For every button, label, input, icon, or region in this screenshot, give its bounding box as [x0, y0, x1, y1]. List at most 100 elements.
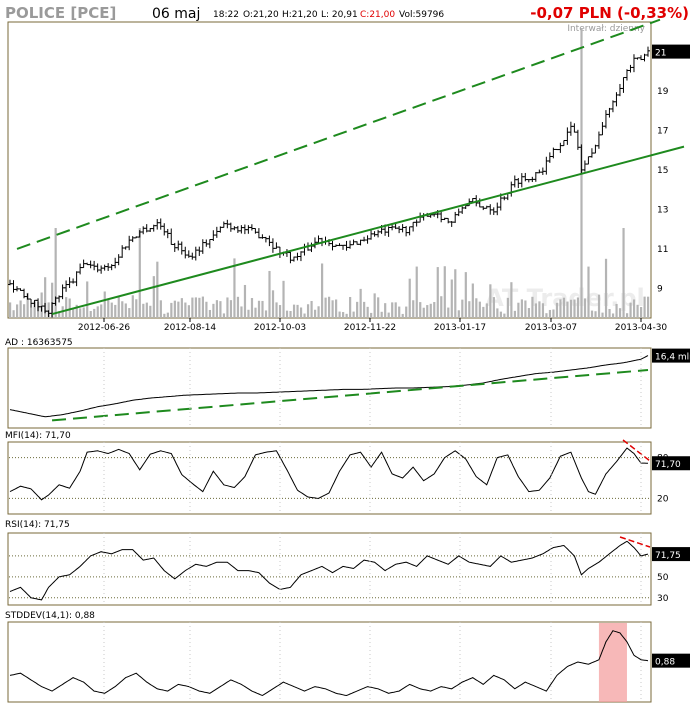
stddev-line: [9, 630, 649, 697]
volume-bar: [517, 302, 520, 318]
volume-bar: [219, 301, 222, 318]
volume-bar: [247, 309, 250, 318]
volume-bar: [457, 310, 460, 318]
volume-bar: [611, 313, 615, 318]
volume-bar: [68, 298, 71, 318]
volume-bar: [138, 228, 141, 318]
volume-bar: [506, 297, 509, 318]
mfi-line: [9, 447, 648, 501]
session-date: 06 maj: [152, 6, 200, 22]
volume-bar: [243, 284, 247, 318]
volume-bar: [520, 299, 524, 318]
volume-bar: [475, 298, 478, 318]
volume-bar: [380, 311, 383, 318]
support-trendline: [51, 145, 685, 316]
rsi-last-value-box: [652, 547, 690, 562]
volume-bar: [569, 299, 573, 318]
mfi-divergence-line: [622, 439, 651, 462]
volume-bar: [464, 272, 467, 318]
volume-bar: [366, 306, 369, 318]
stddev-last-value: 0,88: [655, 658, 675, 668]
volume-bar: [541, 303, 545, 318]
volume-bar: [30, 307, 33, 318]
volume-bar: [33, 301, 36, 318]
volume-bar: [240, 306, 243, 318]
volume-bar: [363, 301, 366, 318]
volume-bar: [555, 302, 559, 318]
volume-bar: [177, 301, 180, 318]
date-tick-label: 2013-04-30: [615, 323, 668, 333]
price-tick-label: 13: [657, 205, 668, 215]
volume-bar: [338, 311, 341, 318]
volume-bar: [44, 277, 47, 318]
volume-bar: [12, 310, 15, 318]
volume-bar: [261, 300, 264, 318]
volume-bar: [604, 258, 608, 318]
volume-bar: [82, 307, 85, 318]
volume-bar: [527, 308, 531, 318]
volume-bar: [401, 313, 404, 318]
volume-bar: [601, 312, 604, 318]
volume-bar: [198, 297, 201, 318]
volume-bar: [16, 304, 19, 318]
rsi-label: RSI(14): 71,75: [5, 520, 70, 530]
volume-bar: [391, 302, 394, 318]
rsi-line: [9, 540, 649, 601]
volume-bar: [54, 228, 57, 318]
volume-bar: [145, 302, 148, 318]
volume-bar: [40, 292, 43, 318]
volume-bar: [72, 309, 75, 318]
volume-bar: [128, 308, 131, 318]
ad-trendline: [51, 369, 649, 422]
volume-bar: [142, 303, 145, 318]
volume-bar: [335, 299, 338, 318]
volume-bar: [303, 313, 306, 318]
volume-bar: [513, 310, 516, 318]
volume-bar: [201, 296, 205, 318]
volume-bar: [233, 258, 236, 318]
volume-bar: [299, 307, 303, 318]
price-last-value: 21: [655, 49, 666, 59]
volume-bar: [320, 263, 324, 318]
volume-bar: [156, 261, 159, 318]
volume-bar: [573, 299, 576, 318]
volume-bar: [103, 291, 106, 318]
volume-bar: [625, 313, 629, 318]
volume-bar: [468, 301, 471, 318]
volume-bar: [440, 296, 443, 318]
volume-bar: [587, 266, 590, 318]
close-price: C:21,00: [360, 10, 395, 20]
volume-bar: [352, 311, 355, 318]
volume-bar: [110, 302, 113, 318]
volume-bar: [538, 301, 541, 318]
volume-bar: [548, 309, 552, 318]
volume-bar: [583, 298, 587, 318]
volume-bar: [443, 266, 446, 318]
resistance-trendline: [16, 18, 661, 250]
volume-bar: [166, 312, 169, 318]
volume-bar: [415, 266, 418, 318]
volume-bar: [496, 308, 499, 318]
volume-bar: [47, 302, 50, 318]
volume-bar: [629, 302, 632, 318]
volume-bar: [254, 307, 257, 318]
volume-bar: [482, 306, 485, 318]
volume-bar: [275, 302, 278, 318]
rsi-divergence-line: [619, 536, 651, 548]
price-tick-label: 15: [657, 166, 668, 176]
interval-label: Interwał: dzienny: [567, 24, 645, 34]
volume-bar: [622, 228, 625, 318]
volume-bar: [135, 299, 138, 318]
volume-bar: [282, 280, 285, 318]
mfi-last-value-box: [652, 456, 690, 471]
volume-bar: [349, 296, 352, 318]
ad-last-value: 16,4 mln: [655, 353, 695, 363]
volume-bar: [324, 297, 327, 318]
volume-bar: [408, 278, 411, 318]
volume-bar: [377, 297, 380, 318]
volume-bar: [559, 299, 562, 318]
price-change: -0,07 PLN (-0,33%): [530, 4, 689, 22]
volume-bar: [208, 309, 212, 318]
volume-bar: [89, 311, 92, 318]
ad-label: AD : 16363575: [5, 338, 73, 348]
